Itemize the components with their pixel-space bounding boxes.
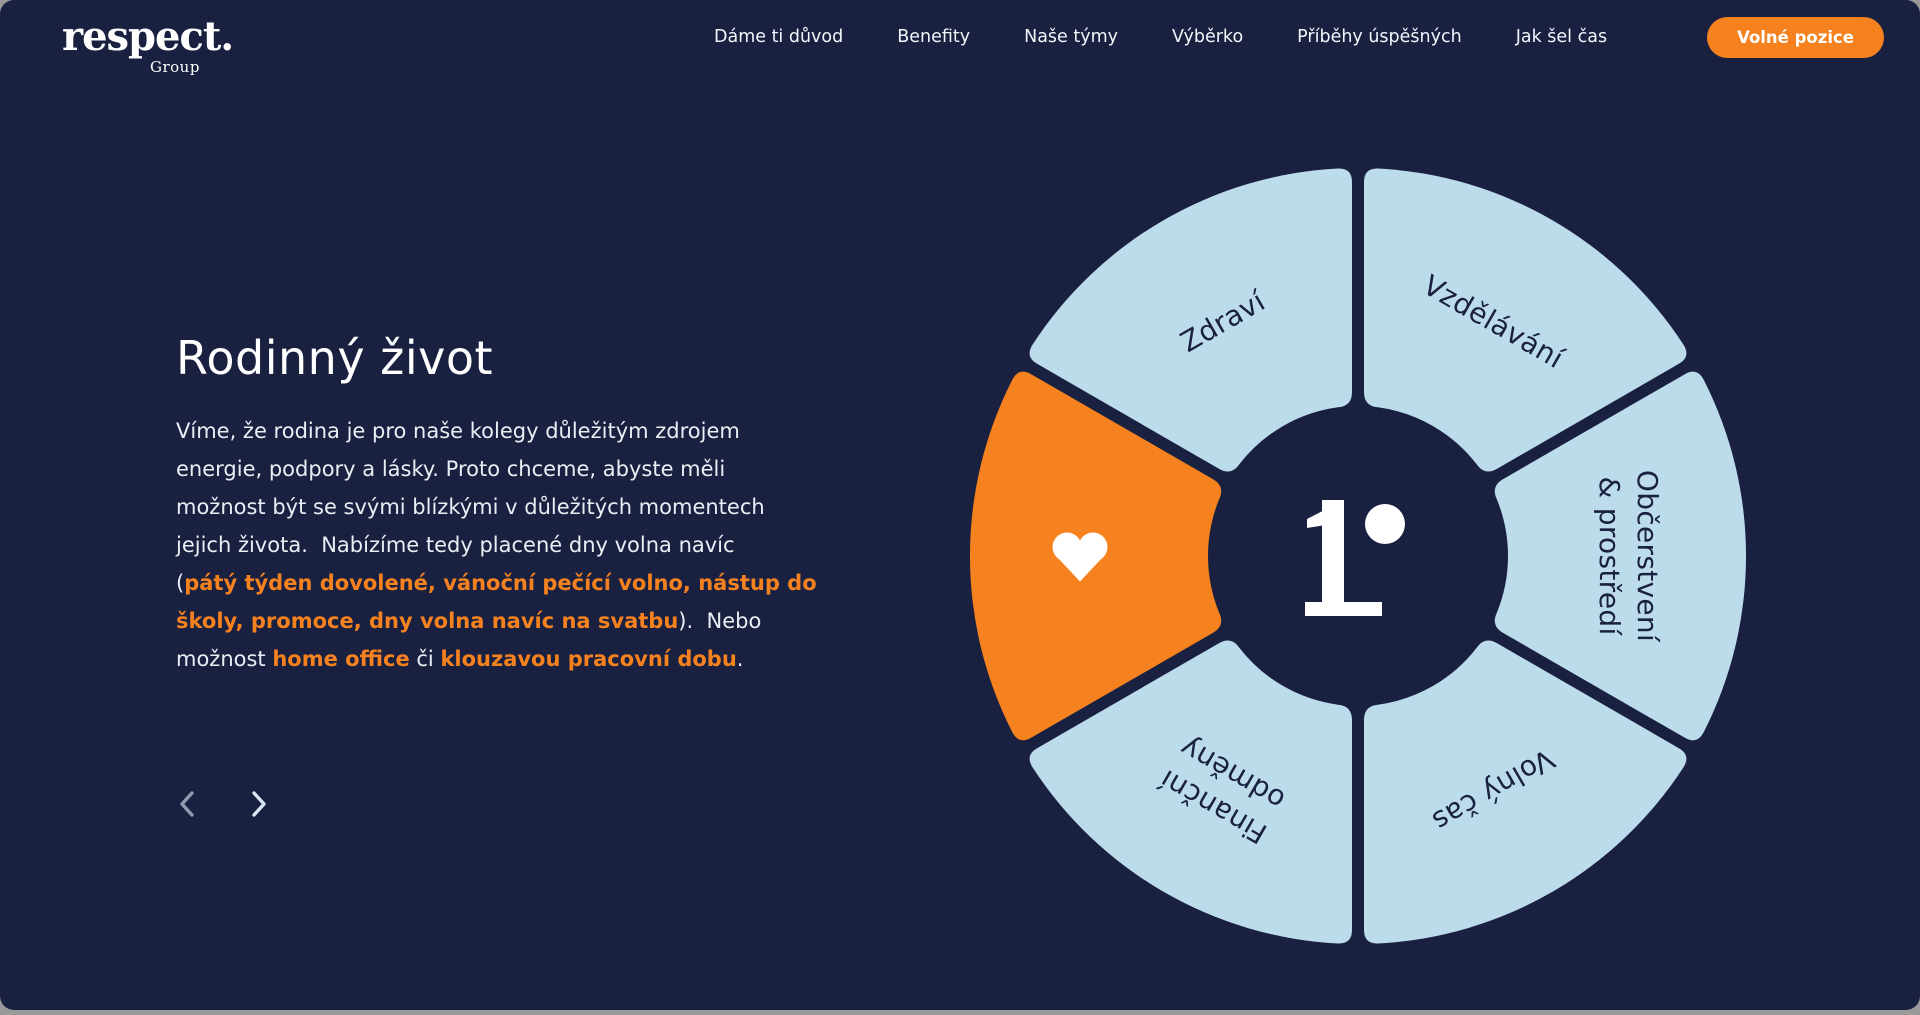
paragraph-text: ( (176, 571, 185, 595)
chevron-left-icon (178, 790, 196, 818)
carousel-controls (174, 786, 272, 822)
benefit-highlight: home office (272, 647, 410, 671)
previous-slide-button[interactable] (174, 786, 200, 822)
wheel-segment-zdravi[interactable] (1029, 168, 1352, 472)
paragraph-line: energie, podpory a lásky. Proto chceme, … (176, 450, 817, 488)
paragraph-text: Víme, že rodina je pro naše kolegy důlež… (176, 419, 740, 443)
paragraph-text: . (736, 647, 744, 671)
nav-item-benefity[interactable]: Benefity (897, 27, 971, 47)
logo-subtitle: Group (150, 58, 200, 76)
slide-description: Víme, že rodina je pro naše kolegy důlež… (176, 412, 817, 678)
wheel-segment-financni-odmeny[interactable] (1029, 640, 1352, 944)
wheel-label-obcerstveni-a-prostredi: Občerstvení& prostředí (1593, 470, 1664, 643)
wheel-segment-vzdelavani[interactable] (1364, 168, 1687, 472)
benefit-highlight: školy, promoce, dny volna navíc na svatb… (176, 609, 679, 633)
paragraph-line: možnost home office či klouzavou pracovn… (176, 640, 817, 678)
paragraph-text: energie, podpory a lásky. Proto chceme, … (176, 457, 726, 481)
chevron-right-icon (250, 790, 268, 818)
paragraph-text: jejich života. Nabízíme tedy placené dny… (176, 533, 735, 557)
respect-r-mark (1305, 500, 1405, 616)
nav-item-nase-tymy[interactable]: Naše týmy (1024, 27, 1118, 47)
respect-group-logo[interactable]: respect. Group (62, 13, 234, 77)
slide-title: Rodinný život (176, 330, 493, 385)
top-navigation-bar: respect. Group Dáme ti důvod Benefity Naše… (0, 0, 1920, 77)
paragraph-text: možnost být se svými blízkými v důležitý… (176, 495, 765, 519)
paragraph-text: ). Nebo (678, 609, 762, 633)
logo-wordmark: respect. (62, 13, 234, 60)
open-positions-button[interactable]: Volné pozice (1707, 16, 1884, 58)
paragraph-text: či (409, 647, 441, 671)
heart-icon (1052, 532, 1108, 582)
nav-item-vyberko[interactable]: Výběrko (1172, 27, 1244, 47)
nav-item-pribehy-uspesnych[interactable]: Příběhy úspěšných (1297, 27, 1462, 47)
paragraph-line: jejich života. Nabízíme tedy placené dny… (176, 526, 817, 564)
paragraph-line: možnost být se svými blízkými v důležitý… (176, 488, 817, 526)
nav-item-jak-sel-cas[interactable]: Jak šel čas (1515, 27, 1608, 47)
next-slide-button[interactable] (246, 786, 272, 822)
paragraph-line: Víme, že rodina je pro naše kolegy důlež… (176, 412, 817, 450)
paragraph-line: (pátý týden dovolené, vánoční pečící vol… (176, 564, 817, 602)
benefit-highlight: pátý týden dovolené, vánoční pečící voln… (184, 571, 817, 595)
nav-item-dame-ti-duvod[interactable]: Dáme ti důvod (714, 27, 844, 47)
main-nav: Dáme ti důvod Benefity Naše týmy Výběrko Pří… (714, 27, 1607, 47)
paragraph-text: možnost (176, 647, 273, 671)
benefit-highlight: klouzavou pracovní dobu (440, 647, 737, 671)
paragraph-line: školy, promoce, dny volna navíc na svatb… (176, 602, 817, 640)
wheel-segment-volny-cas[interactable] (1364, 640, 1687, 944)
wheel-segment-obcerstveni-a-prostredi[interactable] (1494, 371, 1747, 741)
